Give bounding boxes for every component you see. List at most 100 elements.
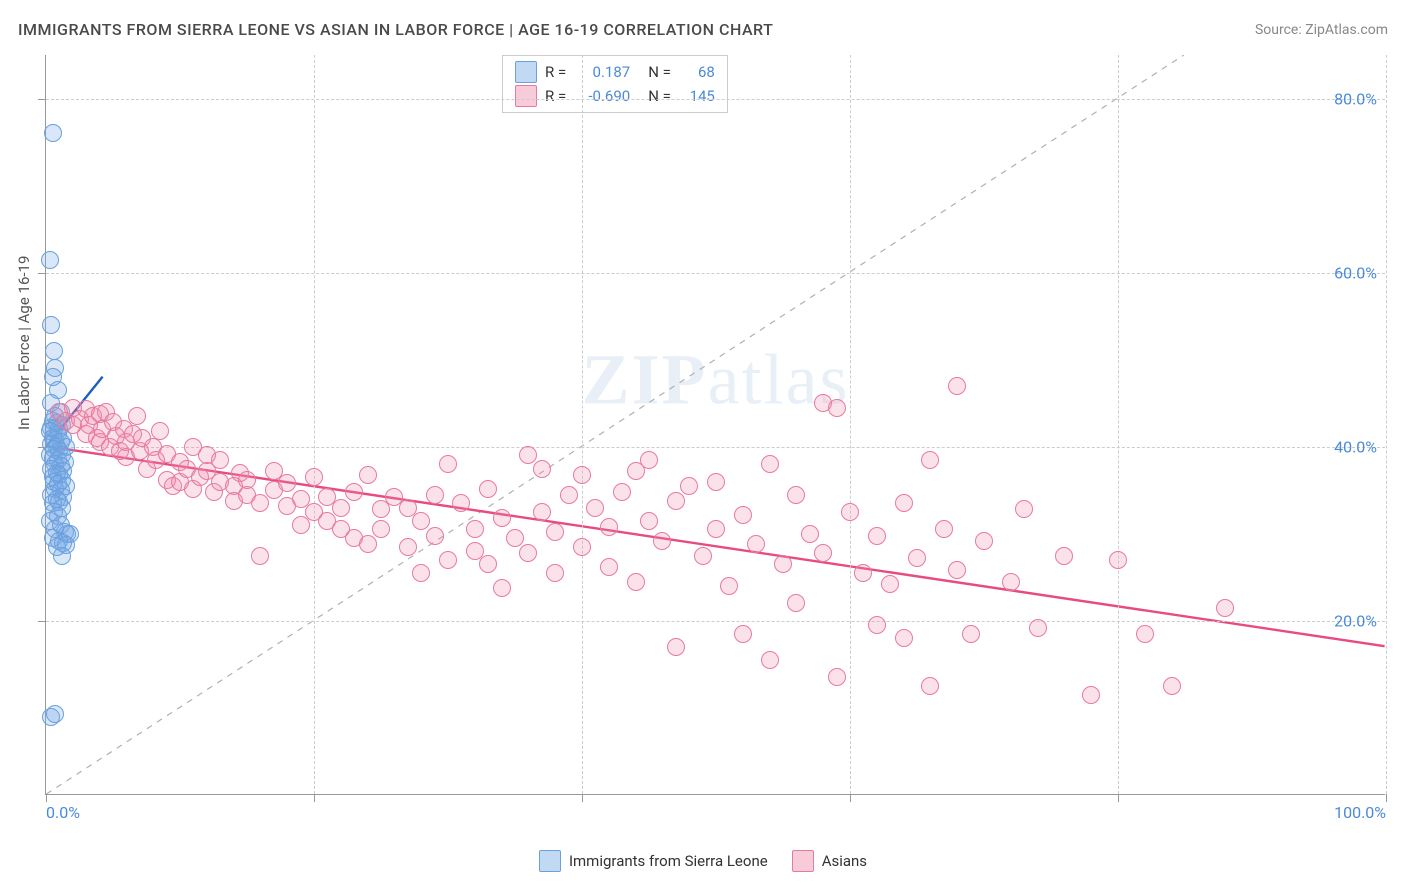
- gridline-vertical: [1386, 55, 1387, 794]
- xtick-mark: [1386, 794, 1387, 802]
- scatter-point-pink: [439, 455, 457, 473]
- scatter-point-pink: [1055, 547, 1073, 565]
- legend-swatch: [792, 850, 814, 872]
- scatter-point-pink: [627, 573, 645, 591]
- scatter-point-pink: [787, 594, 805, 612]
- scatter-point-pink: [694, 547, 712, 565]
- scatter-point-pink: [1002, 573, 1020, 591]
- scatter-point-blue: [41, 251, 59, 269]
- scatter-point-pink: [921, 451, 939, 469]
- r-label: R =: [545, 84, 566, 108]
- scatter-point-pink: [533, 503, 551, 521]
- n-value: 145: [679, 84, 715, 108]
- gridline-vertical: [582, 55, 583, 794]
- source-attribution: Source: ZipAtlas.com: [1255, 22, 1388, 38]
- scatter-point-pink: [128, 407, 146, 425]
- scatter-point-pink: [560, 486, 578, 504]
- scatter-point-pink: [948, 561, 966, 579]
- xtick-mark: [46, 794, 47, 802]
- scatter-point-pink: [519, 544, 537, 562]
- gridline-horizontal: [46, 621, 1385, 622]
- scatter-point-pink: [1163, 677, 1181, 695]
- scatter-point-pink: [151, 422, 169, 440]
- legend-label: Immigrants from Sierra Leone: [569, 852, 768, 870]
- legend-label: Asians: [822, 852, 867, 870]
- legend-swatch: [515, 61, 537, 83]
- scatter-point-pink: [412, 564, 430, 582]
- xtick-label: 0.0%: [46, 803, 80, 822]
- ytick-mark: [38, 273, 46, 274]
- scatter-point-blue: [45, 342, 63, 360]
- plot-area: ZIPatlas R =0.187N =68R =-0.690N =145 20…: [45, 55, 1385, 795]
- scatter-point-pink: [720, 577, 738, 595]
- ytick-label: 20.0%: [1334, 611, 1377, 630]
- scatter-point-pink: [466, 520, 484, 538]
- scatter-point-pink: [734, 506, 752, 524]
- gridline-horizontal: [46, 273, 1385, 274]
- ytick-mark: [38, 621, 46, 622]
- scatter-point-pink: [895, 629, 913, 647]
- scatter-point-pink: [359, 466, 377, 484]
- scatter-point-pink: [680, 477, 698, 495]
- stats-legend-row: R =0.187N =68: [515, 60, 715, 84]
- bottom-legend-item: Immigrants from Sierra Leone: [539, 850, 768, 872]
- scatter-point-pink: [787, 486, 805, 504]
- bottom-legend: Immigrants from Sierra Leone Asians: [0, 850, 1406, 872]
- xtick-mark: [850, 794, 851, 802]
- scatter-point-pink: [667, 492, 685, 510]
- scatter-point-pink: [881, 575, 899, 593]
- scatter-point-pink: [975, 532, 993, 550]
- scatter-point-pink: [1029, 619, 1047, 637]
- scatter-point-blue: [42, 316, 60, 334]
- gridline-vertical: [850, 55, 851, 794]
- ytick-label: 40.0%: [1334, 437, 1377, 456]
- scatter-point-pink: [868, 527, 886, 545]
- r-label: R =: [545, 60, 566, 84]
- ytick-label: 80.0%: [1334, 89, 1377, 108]
- y-axis-label: In Labor Force | Age 16-19: [15, 256, 33, 430]
- scatter-point-pink: [493, 509, 511, 527]
- watermark: ZIPatlas: [582, 339, 850, 422]
- scatter-point-pink: [452, 494, 470, 512]
- scatter-point-pink: [546, 523, 564, 541]
- scatter-point-pink: [1109, 551, 1127, 569]
- scatter-point-pink: [292, 516, 310, 534]
- scatter-point-pink: [1082, 686, 1100, 704]
- scatter-point-pink: [653, 532, 671, 550]
- ytick-mark: [38, 99, 46, 100]
- scatter-point-pink: [359, 535, 377, 553]
- scatter-point-pink: [774, 555, 792, 573]
- gridline-horizontal: [46, 99, 1385, 100]
- n-label: N =: [648, 60, 671, 84]
- scatter-point-pink: [332, 499, 350, 517]
- scatter-point-pink: [640, 451, 658, 469]
- scatter-point-pink: [868, 616, 886, 634]
- scatter-point-pink: [426, 527, 444, 545]
- gridline-vertical: [1118, 55, 1119, 794]
- scatter-point-pink: [962, 625, 980, 643]
- scatter-point-pink: [533, 460, 551, 478]
- gridline-vertical: [314, 55, 315, 794]
- scatter-point-pink: [345, 483, 363, 501]
- scatter-point-pink: [921, 677, 939, 695]
- scatter-point-pink: [828, 399, 846, 417]
- ytick-label: 60.0%: [1334, 263, 1377, 282]
- xtick-label: 100.0%: [1334, 803, 1386, 822]
- scatter-point-pink: [251, 494, 269, 512]
- scatter-point-pink: [841, 503, 859, 521]
- scatter-point-pink: [278, 474, 296, 492]
- xtick-mark: [582, 794, 583, 802]
- scatter-point-pink: [372, 520, 390, 538]
- scatter-point-pink: [211, 451, 229, 469]
- scatter-point-pink: [506, 529, 524, 547]
- scatter-point-pink: [586, 499, 604, 517]
- scatter-point-pink: [707, 520, 725, 538]
- scatter-point-pink: [761, 455, 779, 473]
- title-bar: IMMIGRANTS FROM SIERRA LEONE VS ASIAN IN…: [18, 20, 1388, 39]
- scatter-point-pink: [305, 468, 323, 486]
- scatter-point-pink: [600, 518, 618, 536]
- scatter-point-pink: [935, 520, 953, 538]
- scatter-point-pink: [251, 547, 269, 565]
- scatter-point-pink: [426, 486, 444, 504]
- stats-legend: R =0.187N =68R =-0.690N =145: [502, 55, 728, 113]
